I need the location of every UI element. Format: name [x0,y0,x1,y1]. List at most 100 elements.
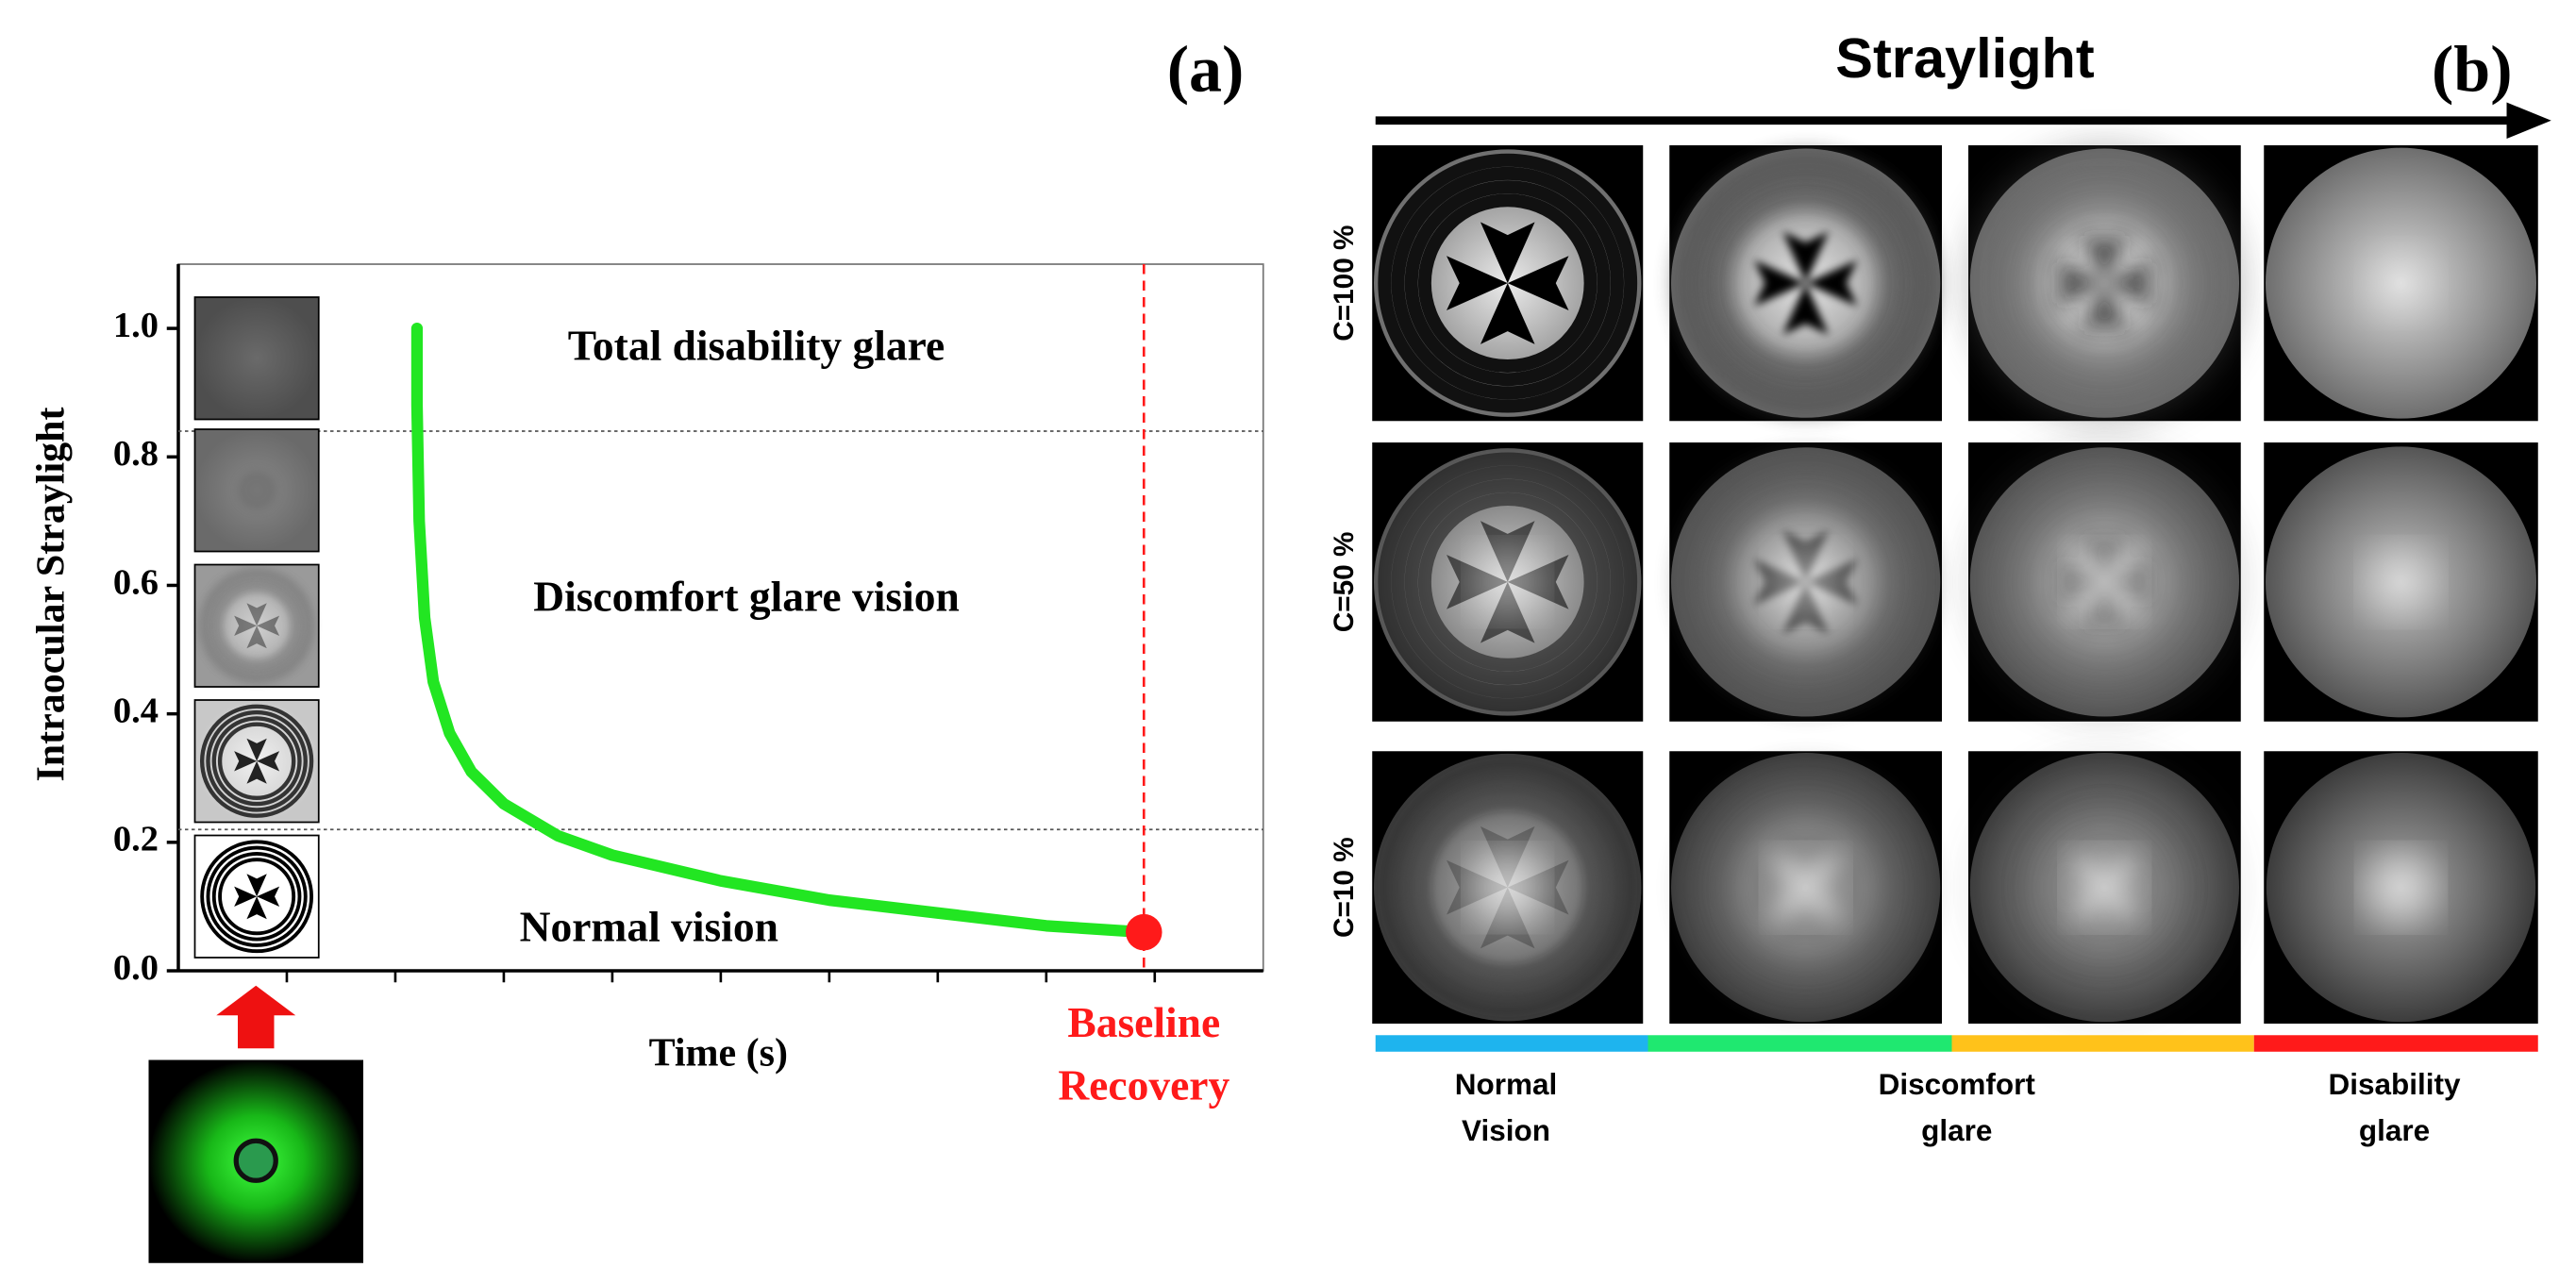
ring [199,704,314,818]
band-label: Disability [2328,1067,2461,1101]
thumbnail [193,428,320,553]
ring [1404,784,1611,991]
ring [1417,193,1597,374]
maltese-cross [1753,231,1858,335]
ring [1687,769,1924,1006]
ring [200,840,314,954]
baseline-label: Recovery [1058,1060,1229,1109]
ring [1378,153,1638,413]
region-label: Discomfort glare vision [533,572,960,620]
panel-label: (a) [1167,34,1245,107]
thumbnail [193,699,320,824]
center-glow [1771,548,1840,616]
ring [2013,795,2197,979]
ring [1985,768,2224,1007]
stimulus-image [148,1059,363,1263]
ring [1404,478,1611,685]
band-label: Vision [1462,1113,1550,1147]
center-glow [2367,548,2435,616]
ring [217,722,296,801]
simulated-image [1372,751,1644,1025]
ring [1687,165,1924,401]
ring [1674,756,1937,1019]
y-tick-label: 0.8 [113,434,159,474]
baseline-label: Baseline [1067,998,1220,1046]
glare-band [2253,1035,2538,1052]
glow [237,470,277,510]
simulated-image [1372,145,1644,422]
ring [1378,758,1638,1018]
region-label: Total disability glare [568,321,945,369]
y-tick-label: 0.4 [113,691,159,730]
y-tick-label: 1.0 [113,306,159,345]
arrow [216,985,296,1049]
ring [1999,476,2210,688]
maltese-cross [234,738,280,784]
straylight-arrowhead [2506,102,2551,140]
ring [1417,492,1597,672]
center-glow [2367,249,2435,318]
thumbnail-bg [193,296,320,421]
ring [1972,449,2237,714]
ring [1701,783,1911,992]
ring [1715,192,1897,375]
x-axis-label: Time (s) [649,1032,788,1076]
ring [1715,796,1897,978]
simulated-image [2264,751,2538,1025]
ring [1701,178,1911,388]
baseline-point [1126,913,1163,951]
ring [1674,450,1937,713]
ring [211,716,302,807]
ring [1417,797,1597,977]
center-glow [2070,548,2139,616]
center-glow [2070,853,2139,922]
simulated-image [1372,442,1644,722]
ring [218,858,296,936]
ring [211,580,302,671]
y-axis-label: Intraocular Straylight [29,407,73,781]
simulated-image [1968,145,2241,422]
panel-label: (b) [2432,34,2513,107]
maltese-cross [234,603,280,649]
y-tick-label: 0.0 [113,948,159,988]
ring [1687,464,1924,700]
y-tick-label: 0.2 [113,820,159,859]
region-label: Normal vision [520,902,778,950]
ring [1391,465,1624,699]
ring [1391,771,1624,1004]
band-label: glare [1921,1113,1992,1147]
ring [1391,166,1624,400]
ring [1985,463,2224,701]
ring [1999,782,2210,993]
ring [199,569,314,683]
simulated-image [1669,145,1942,422]
ring [2013,490,2197,675]
thumbnail [193,834,320,959]
simulated-image [1968,442,2241,722]
straylight-curve [410,322,1150,939]
simulated-image [2264,145,2538,422]
row-label: C=10 % [1329,837,1360,938]
glare-band [1375,1035,1648,1052]
center-glow [1474,548,1542,616]
ring [1985,164,2224,402]
ring [1404,180,1611,387]
simulated-image [2264,442,2538,722]
row-label: C=50 % [1329,532,1360,633]
ring [1999,177,2210,389]
simulated-image [1669,751,1942,1025]
ring [2013,191,2197,375]
center-glow [2367,853,2435,922]
glare-band [1951,1035,2254,1052]
y-tick-label: 0.6 [113,562,159,602]
band-label: glare [2359,1113,2430,1147]
maltese-cross [234,874,280,920]
center-glow [1771,853,1840,922]
ring [217,587,296,665]
panel-title: Straylight [1835,26,2095,90]
band-label: Discomfort [1879,1067,2036,1101]
ring [1972,755,2237,1020]
ring [206,709,308,812]
